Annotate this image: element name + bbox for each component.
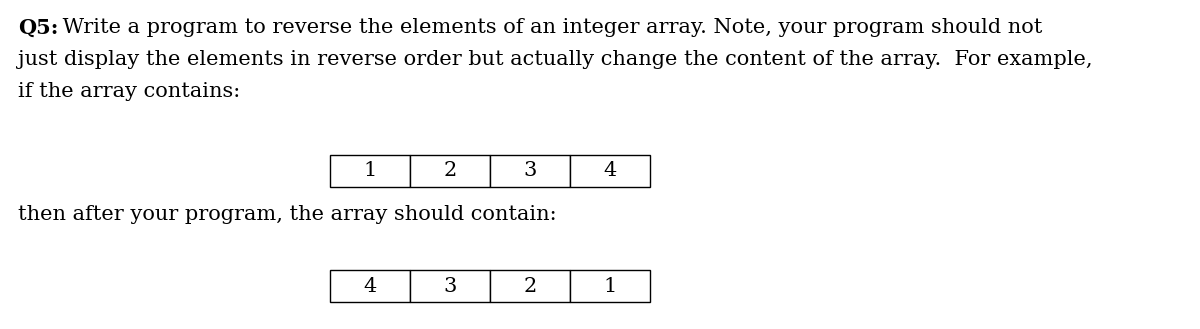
Text: 2: 2 xyxy=(523,276,536,295)
Bar xyxy=(570,270,650,302)
Text: Q5:: Q5: xyxy=(18,18,59,38)
Bar xyxy=(330,270,410,302)
Text: 4: 4 xyxy=(364,276,377,295)
Text: if the array contains:: if the array contains: xyxy=(18,82,240,101)
Text: then after your program, the array should contain:: then after your program, the array shoul… xyxy=(18,205,557,224)
Bar xyxy=(410,270,490,302)
Text: 4: 4 xyxy=(604,162,617,181)
Text: 1: 1 xyxy=(604,276,617,295)
Bar xyxy=(490,270,570,302)
Bar xyxy=(330,155,410,187)
Text: 1: 1 xyxy=(364,162,377,181)
Bar xyxy=(410,155,490,187)
Text: 3: 3 xyxy=(443,276,457,295)
Text: Write a program to reverse the elements of an integer array. Note, your program : Write a program to reverse the elements … xyxy=(56,18,1043,37)
Text: just display the elements in reverse order but actually change the content of th: just display the elements in reverse ord… xyxy=(18,50,1092,69)
Text: 3: 3 xyxy=(523,162,536,181)
Text: 2: 2 xyxy=(443,162,457,181)
Bar xyxy=(570,155,650,187)
Bar xyxy=(490,155,570,187)
